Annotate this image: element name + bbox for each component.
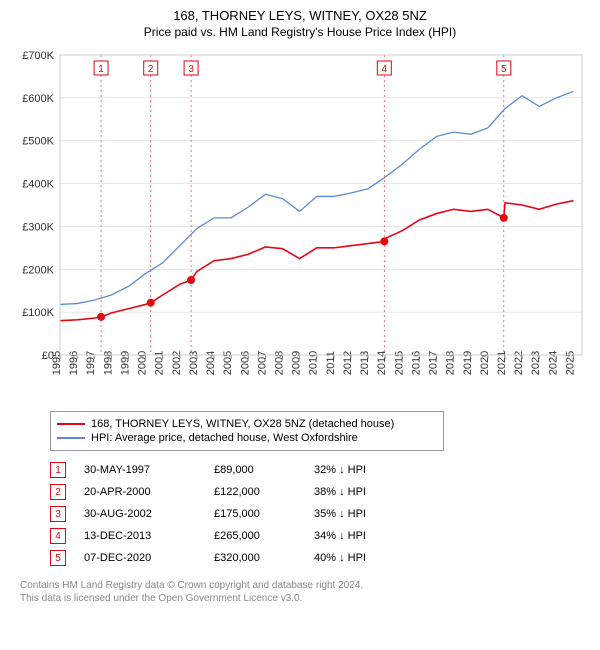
svg-text:£600K: £600K <box>22 93 54 105</box>
sale-row: 5 07-DEC-2020£320,00040% ↓ HPI <box>50 547 590 569</box>
sale-diff: 35% ↓ HPI <box>314 508 414 520</box>
legend: 168, THORNEY LEYS, WITNEY, OX28 5NZ (det… <box>50 411 444 451</box>
svg-text:5: 5 <box>501 64 507 75</box>
svg-text:2001: 2001 <box>154 351 166 375</box>
sale-price: £320,000 <box>214 552 314 564</box>
legend-swatch <box>57 423 85 425</box>
sale-price: £89,000 <box>214 464 314 476</box>
svg-text:1998: 1998 <box>102 351 114 375</box>
svg-text:2015: 2015 <box>393 351 405 375</box>
svg-text:2000: 2000 <box>137 351 149 375</box>
svg-text:2025: 2025 <box>564 351 576 375</box>
svg-text:2009: 2009 <box>291 351 303 375</box>
svg-text:£400K: £400K <box>22 179 54 191</box>
sale-marker-badge: 5 <box>50 550 66 566</box>
sale-row: 1 30-MAY-1997£89,00032% ↓ HPI <box>50 459 590 481</box>
svg-text:2006: 2006 <box>239 351 251 375</box>
svg-text:2: 2 <box>148 64 154 75</box>
sale-diff: 34% ↓ HPI <box>314 530 414 542</box>
legend-item: 168, THORNEY LEYS, WITNEY, OX28 5NZ (det… <box>57 418 437 430</box>
sale-price: £265,000 <box>214 530 314 542</box>
svg-text:£200K: £200K <box>22 264 54 276</box>
svg-text:2017: 2017 <box>428 351 440 375</box>
svg-text:2010: 2010 <box>308 351 320 375</box>
svg-text:£500K: £500K <box>22 136 54 148</box>
sale-diff: 32% ↓ HPI <box>314 464 414 476</box>
attribution: Contains HM Land Registry data © Crown c… <box>20 579 590 605</box>
svg-text:£100K: £100K <box>22 307 54 319</box>
svg-text:1995: 1995 <box>51 351 63 375</box>
sales-table: 1 30-MAY-1997£89,00032% ↓ HPI 2 20-APR-2000… <box>50 459 590 569</box>
sale-date: 30-AUG-2002 <box>84 508 214 520</box>
chart-plot-area: £0£100K£200K£300K£400K£500K£600K£700K199… <box>10 45 590 405</box>
chart-container: 168, THORNEY LEYS, WITNEY, OX28 5NZ Pric… <box>0 0 600 650</box>
svg-text:4: 4 <box>382 64 388 75</box>
svg-text:£700K: £700K <box>22 50 54 62</box>
sale-diff: 38% ↓ HPI <box>314 486 414 498</box>
svg-text:2024: 2024 <box>547 351 559 375</box>
sale-price: £122,000 <box>214 486 314 498</box>
footer-text: This data is licensed under the Open Gov… <box>20 592 590 605</box>
line-chart: £0£100K£200K£300K£400K£500K£600K£700K199… <box>10 45 590 405</box>
svg-text:1997: 1997 <box>85 351 97 375</box>
sale-row: 4 13-DEC-2013£265,00034% ↓ HPI <box>50 525 590 547</box>
svg-text:1: 1 <box>98 64 104 75</box>
chart-subtitle: Price paid vs. HM Land Registry's House … <box>10 25 590 39</box>
svg-text:2008: 2008 <box>273 351 285 375</box>
svg-text:2023: 2023 <box>530 351 542 375</box>
svg-text:2022: 2022 <box>513 351 525 375</box>
svg-text:1999: 1999 <box>119 351 131 375</box>
sale-row: 3 30-AUG-2002£175,00035% ↓ HPI <box>50 503 590 525</box>
svg-text:2019: 2019 <box>462 351 474 375</box>
sale-date: 13-DEC-2013 <box>84 530 214 542</box>
chart-title: 168, THORNEY LEYS, WITNEY, OX28 5NZ <box>10 8 590 23</box>
svg-text:2018: 2018 <box>445 351 457 375</box>
legend-label: 168, THORNEY LEYS, WITNEY, OX28 5NZ (det… <box>91 418 394 430</box>
svg-text:2004: 2004 <box>205 351 217 375</box>
sale-date: 30-MAY-1997 <box>84 464 214 476</box>
svg-text:2007: 2007 <box>256 351 268 375</box>
legend-item: HPI: Average price, detached house, West… <box>57 432 437 444</box>
legend-label: HPI: Average price, detached house, West… <box>91 432 358 444</box>
svg-text:£300K: £300K <box>22 221 54 233</box>
sale-diff: 40% ↓ HPI <box>314 552 414 564</box>
svg-text:2016: 2016 <box>410 351 422 375</box>
svg-text:2013: 2013 <box>359 351 371 375</box>
sale-marker-badge: 3 <box>50 506 66 522</box>
svg-text:2002: 2002 <box>171 351 183 375</box>
legend-swatch <box>57 437 85 439</box>
sale-marker-badge: 4 <box>50 528 66 544</box>
footer-text: Contains HM Land Registry data © Crown c… <box>20 579 590 592</box>
svg-text:2005: 2005 <box>222 351 234 375</box>
svg-text:2014: 2014 <box>376 351 388 375</box>
sale-row: 2 20-APR-2000£122,00038% ↓ HPI <box>50 481 590 503</box>
sale-marker-badge: 2 <box>50 484 66 500</box>
svg-text:2003: 2003 <box>188 351 200 375</box>
svg-text:3: 3 <box>188 64 194 75</box>
svg-text:1996: 1996 <box>68 351 80 375</box>
sale-price: £175,000 <box>214 508 314 520</box>
sale-marker-badge: 1 <box>50 462 66 478</box>
sale-date: 20-APR-2000 <box>84 486 214 498</box>
svg-text:2021: 2021 <box>496 351 508 375</box>
svg-text:2020: 2020 <box>479 351 491 375</box>
svg-text:2012: 2012 <box>342 351 354 375</box>
sale-date: 07-DEC-2020 <box>84 552 214 564</box>
